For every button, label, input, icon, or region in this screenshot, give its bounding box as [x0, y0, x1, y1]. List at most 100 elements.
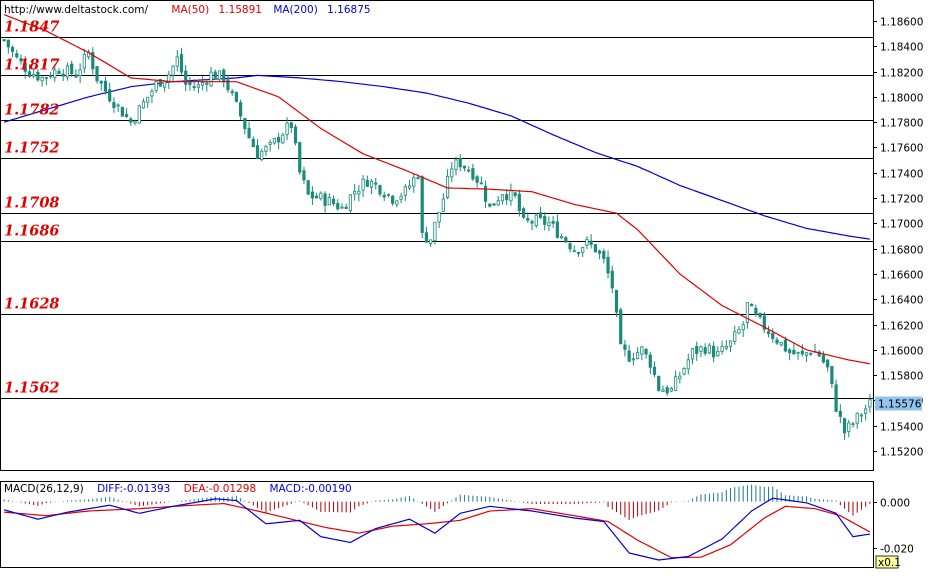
candle-body-54	[230, 91, 234, 94]
candle-body-42	[179, 54, 184, 73]
candle-body-136	[576, 251, 581, 254]
candle-body-12	[53, 69, 57, 78]
candle-body-159	[674, 376, 678, 391]
candle-body-123	[521, 208, 526, 218]
candle-body-158	[669, 387, 673, 392]
candle-body-92	[391, 195, 395, 204]
macd-scale-badge[interactable]: x0.1	[878, 557, 901, 569]
price-tick-label-12: 1.16200	[880, 321, 923, 333]
candle-body-204	[864, 408, 868, 414]
candle-body-31	[133, 120, 137, 124]
candle-body-187	[792, 349, 796, 355]
candle-body-24	[103, 80, 108, 92]
candle-body-22	[95, 66, 99, 82]
candle-body-89	[378, 185, 382, 195]
candle-body-122	[517, 193, 521, 212]
candle-body-88	[374, 182, 378, 185]
candle-body-140	[593, 244, 597, 253]
candle-body-195	[826, 359, 830, 368]
candle-body-16	[70, 63, 74, 75]
candle-body-70	[298, 142, 302, 173]
candle-body-121	[513, 192, 517, 196]
candle-body-86	[365, 179, 369, 187]
candle-body-137	[581, 247, 585, 253]
candle-body-78	[331, 198, 336, 204]
candle-body-149	[631, 358, 635, 361]
candle-body-203	[859, 414, 864, 417]
macd-legend-sep: :	[301, 483, 305, 495]
candle-body-73	[310, 191, 315, 199]
candle-body-157	[665, 387, 669, 394]
candle-body-55	[234, 91, 238, 102]
candle-body-75	[319, 192, 323, 200]
source-url[interactable]: http://www.deltastock.com/	[4, 4, 149, 16]
candle-body-173	[733, 331, 737, 342]
level-labels: 1.1847 1.1817 1.1782 1.1752 1.1708 1.1686 1.16…	[4, 19, 60, 397]
candle-body-19	[82, 53, 86, 69]
candle-body-47	[201, 82, 205, 86]
candle-body-116	[492, 203, 496, 206]
price-axis: 1.18600 1.18400 1.18200 1.18000 1.17800 1.176…	[873, 17, 923, 459]
candle-body-61	[260, 150, 264, 161]
candle-body-52	[222, 69, 226, 83]
candle-body-184	[779, 342, 783, 346]
macd-scale-badge-box[interactable]	[875, 555, 899, 569]
candle-body-185	[783, 339, 788, 352]
last-price-tag-text: 1.15576	[878, 399, 922, 411]
level-label-6: 1.1628	[4, 296, 60, 313]
level-label-3: 1.1752	[4, 140, 60, 157]
candle-body-102	[433, 221, 437, 242]
candle-body-87	[369, 180, 374, 188]
candle-body-194	[821, 354, 826, 363]
ma50-legend-label: MA(50)	[171, 4, 209, 16]
candle-body-127	[538, 212, 543, 218]
candle-body-174	[737, 328, 741, 334]
candle-body-26	[112, 102, 116, 108]
candle-body-167	[707, 344, 712, 354]
price-tick-label-4: 1.17800	[880, 118, 923, 130]
candle-body-41	[175, 56, 179, 67]
candle-body-81	[344, 206, 348, 209]
dea-legend-sep: :	[205, 483, 209, 495]
candle-body-161	[682, 368, 686, 375]
candle-body-181	[766, 331, 771, 335]
candle-body-40	[171, 65, 175, 76]
diff-legend-sep: :	[120, 483, 124, 495]
candle-body-98	[416, 177, 420, 180]
candle-body-33	[141, 101, 146, 109]
candle-body-99	[420, 176, 424, 233]
candle-body-71	[302, 170, 306, 181]
candle-body-96	[407, 185, 412, 189]
candle-body-67	[285, 122, 289, 135]
candle-body-101	[429, 239, 433, 244]
candlestick-series	[2, 38, 872, 440]
candle-body-3	[15, 53, 19, 58]
last-price-tag: 1.15576	[875, 396, 922, 411]
dea-legend-value: -0.01298	[209, 483, 256, 495]
macd-histogram	[3, 484, 871, 520]
candle-body-11	[48, 75, 53, 78]
bottom-strip	[0, 568, 930, 578]
candle-body-199	[842, 418, 847, 434]
candle-body-111	[471, 168, 475, 180]
candle-body-175	[741, 324, 745, 331]
dea-line	[4, 502, 871, 559]
ma200-legend-label: MA(200)	[273, 4, 317, 16]
candle-body-197	[834, 384, 838, 412]
price-tick-label-14: 1.15800	[880, 371, 923, 383]
candle-body-1	[6, 39, 10, 48]
candle-body-107	[454, 159, 458, 170]
candle-body-166	[703, 347, 707, 354]
candle-body-176	[745, 302, 750, 323]
candle-body-201	[851, 423, 855, 426]
candle-body-171	[724, 346, 728, 349]
candle-body-145	[614, 290, 619, 313]
candle-body-37	[158, 79, 162, 87]
header-legend: http://www.deltastock.com/ MA(50) 1.1589…	[4, 4, 371, 16]
candle-body-58	[247, 128, 251, 139]
candle-body-10	[44, 77, 48, 79]
candle-body-76	[323, 193, 327, 206]
candle-body-130	[551, 220, 555, 224]
candle-body-148	[627, 350, 631, 362]
candle-body-156	[661, 389, 665, 392]
